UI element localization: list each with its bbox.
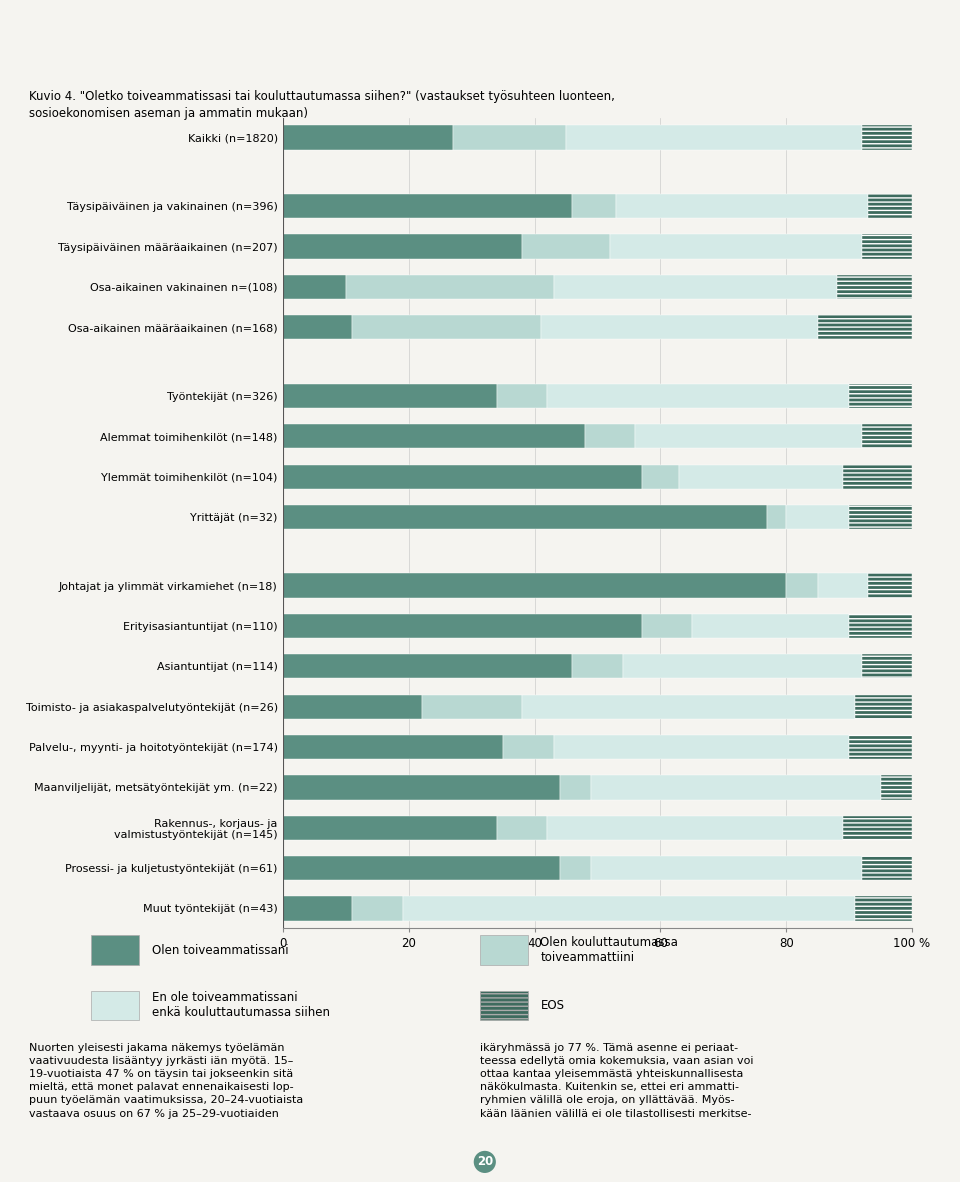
Bar — [283, 505, 767, 530]
Bar — [283, 465, 641, 488]
Bar — [283, 816, 497, 840]
Bar — [402, 896, 855, 921]
Text: En ole toiveammatissani
enkä kouluttautumassa siihen: En ole toiveammatissani enkä kouluttautu… — [152, 992, 329, 1019]
Bar — [283, 384, 497, 408]
Bar — [849, 384, 912, 408]
Bar — [862, 125, 912, 150]
FancyBboxPatch shape — [480, 935, 528, 965]
Text: Kuvio 4. "Oletko toiveammatissasi tai kouluttautumassa siihen?" (vastaukset työs: Kuvio 4. "Oletko toiveammatissasi tai ko… — [29, 90, 614, 119]
Bar — [547, 816, 843, 840]
Bar — [554, 274, 836, 299]
FancyBboxPatch shape — [91, 991, 139, 1020]
Bar — [572, 654, 623, 678]
Text: Olen toiveammatissani: Olen toiveammatissani — [152, 943, 288, 956]
Bar — [554, 735, 849, 759]
Bar — [591, 856, 862, 881]
Bar — [868, 573, 912, 598]
Bar — [641, 613, 692, 638]
Bar — [283, 234, 522, 259]
Bar — [585, 424, 636, 448]
Text: 20: 20 — [477, 1156, 492, 1168]
Bar — [591, 775, 880, 799]
Bar — [283, 896, 352, 921]
Bar — [566, 125, 862, 150]
Bar — [849, 613, 912, 638]
Bar — [818, 316, 912, 339]
Bar — [623, 654, 862, 678]
Text: Olen kouluttautumassa
toiveammattiini: Olen kouluttautumassa toiveammattiini — [540, 936, 679, 965]
Bar — [283, 274, 346, 299]
Bar — [560, 775, 591, 799]
Bar — [560, 856, 591, 881]
Bar — [692, 613, 849, 638]
Bar — [843, 816, 912, 840]
Bar — [786, 505, 849, 530]
Bar — [283, 316, 352, 339]
Bar — [283, 573, 786, 598]
FancyBboxPatch shape — [480, 991, 528, 1020]
Bar — [283, 735, 503, 759]
Text: EOS: EOS — [540, 999, 564, 1012]
Bar — [453, 125, 566, 150]
Bar — [616, 194, 868, 219]
Bar — [283, 424, 585, 448]
Bar — [283, 613, 641, 638]
Bar — [497, 816, 547, 840]
Bar — [880, 775, 912, 799]
Bar — [547, 384, 849, 408]
Bar — [849, 735, 912, 759]
Bar — [503, 735, 554, 759]
Bar — [862, 654, 912, 678]
Text: Nuorten yleisesti jakama näkemys työelämän
vaativuudesta lisääntyy jyrkästi iän : Nuorten yleisesti jakama näkemys työeläm… — [29, 1043, 303, 1118]
Bar — [786, 573, 818, 598]
Bar — [636, 424, 862, 448]
Bar — [862, 424, 912, 448]
Bar — [862, 856, 912, 881]
Bar — [421, 695, 522, 719]
Text: ikäryhmässä jo 77 %. Tämä asenne ei periaat-
teessa edellytä omia kokemuksia, va: ikäryhmässä jo 77 %. Tämä asenne ei peri… — [480, 1043, 754, 1118]
Bar — [541, 316, 818, 339]
Bar — [680, 465, 843, 488]
Bar — [283, 775, 560, 799]
Bar — [346, 274, 554, 299]
Bar — [611, 234, 862, 259]
Bar — [283, 856, 560, 881]
Bar — [855, 896, 912, 921]
Bar — [836, 274, 912, 299]
Bar — [352, 316, 541, 339]
Bar — [868, 194, 912, 219]
Bar — [522, 695, 855, 719]
Bar — [283, 125, 453, 150]
FancyBboxPatch shape — [91, 935, 139, 965]
Bar — [283, 194, 572, 219]
Bar — [862, 234, 912, 259]
Bar — [849, 505, 912, 530]
Bar — [283, 654, 572, 678]
Bar — [352, 896, 402, 921]
Bar — [843, 465, 912, 488]
Bar — [767, 505, 786, 530]
Bar — [818, 573, 868, 598]
Bar — [522, 234, 611, 259]
Bar — [497, 384, 547, 408]
Bar — [641, 465, 680, 488]
Bar — [283, 695, 421, 719]
Bar — [572, 194, 616, 219]
Bar — [855, 695, 912, 719]
